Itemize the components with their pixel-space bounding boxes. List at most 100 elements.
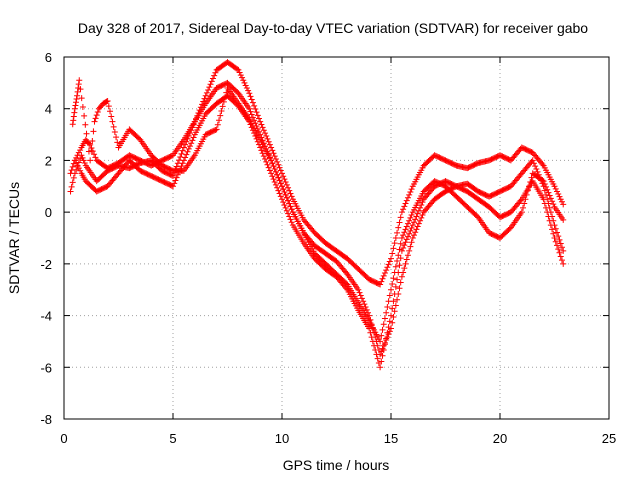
data-point <box>396 262 403 269</box>
data-point <box>286 213 293 220</box>
data-point <box>178 150 185 157</box>
data-point <box>243 85 250 92</box>
data-point <box>406 191 413 198</box>
data-point <box>394 296 401 303</box>
y-tick-label: -2 <box>40 257 52 272</box>
data-point <box>414 223 421 230</box>
data-point <box>549 198 556 205</box>
data-point <box>406 247 413 254</box>
data-point <box>386 258 393 265</box>
data-point <box>276 190 283 197</box>
data-point <box>271 153 278 160</box>
data-point <box>269 160 276 167</box>
data-point <box>285 197 292 204</box>
data-point <box>407 243 414 250</box>
data-point <box>357 292 364 299</box>
data-point <box>71 105 78 112</box>
data-point <box>253 109 260 116</box>
data-point <box>356 289 363 296</box>
data-point <box>361 301 368 308</box>
data-point <box>268 144 275 151</box>
data-point <box>288 193 295 200</box>
data-point <box>530 160 537 167</box>
data-point <box>170 183 176 190</box>
x-axis-label: GPS time / hours <box>283 457 390 473</box>
data-point <box>269 147 276 154</box>
data-point <box>560 260 567 267</box>
data-point <box>385 261 392 268</box>
data-point <box>368 334 375 341</box>
series-track-3 <box>71 92 567 371</box>
data-point <box>402 226 409 233</box>
data-point <box>170 172 176 179</box>
data-point <box>248 111 255 118</box>
data-point <box>91 118 98 125</box>
data-point <box>389 280 396 287</box>
data-point <box>206 84 213 91</box>
data-point <box>173 174 180 181</box>
data-point <box>275 174 282 181</box>
x-tick-label: 25 <box>602 431 616 446</box>
data-point <box>82 121 89 128</box>
data-point <box>86 140 93 147</box>
data-point <box>247 93 254 100</box>
data-point <box>411 232 418 239</box>
data-point <box>184 148 191 155</box>
data-point <box>260 127 267 134</box>
data-point <box>274 158 281 165</box>
data-point <box>286 187 293 194</box>
data-point <box>75 149 82 156</box>
data-point <box>418 214 425 221</box>
data-point <box>287 190 294 197</box>
data-point <box>372 347 379 354</box>
axis-ticks: 0 5 10 15 20 25 -8 -6 -4 -2 0 2 4 6 <box>40 50 616 446</box>
data-point <box>385 298 392 305</box>
data-point <box>383 267 390 274</box>
data-point <box>402 200 409 207</box>
data-point <box>406 217 413 224</box>
data-point <box>526 183 533 190</box>
data-point <box>391 291 398 298</box>
data-point <box>553 229 560 236</box>
data-point <box>533 166 540 173</box>
data-point <box>189 124 196 131</box>
data-point <box>185 133 192 140</box>
data-point <box>553 188 560 195</box>
data-point <box>280 173 287 180</box>
data-point <box>111 128 118 135</box>
data-point <box>378 358 385 365</box>
data-point <box>544 186 551 193</box>
grid <box>64 57 609 419</box>
y-tick-label: 6 <box>45 50 52 65</box>
data-point <box>272 155 279 162</box>
data-point <box>77 147 84 154</box>
data-point <box>179 160 186 167</box>
data-point <box>212 69 219 76</box>
data-point <box>541 200 548 207</box>
data-point <box>279 196 285 203</box>
data-point <box>281 201 288 208</box>
data-point <box>377 364 384 371</box>
data-point <box>281 176 288 183</box>
data-point <box>419 199 426 206</box>
data-point <box>407 189 414 196</box>
data-point <box>398 209 405 216</box>
data-point <box>360 298 367 305</box>
data-point <box>540 178 547 185</box>
data-point <box>377 281 384 288</box>
data-point <box>545 189 552 196</box>
data-point <box>69 179 76 186</box>
data-point <box>179 147 186 154</box>
data-point <box>69 163 76 170</box>
data-point <box>285 210 292 217</box>
data-point <box>70 117 77 124</box>
data-point <box>76 77 83 84</box>
data-point <box>419 212 426 219</box>
data-point <box>74 92 81 99</box>
data-point <box>543 204 550 211</box>
data-point <box>270 163 277 170</box>
data-point <box>550 201 557 208</box>
data-point <box>411 219 418 226</box>
y-tick-label: -8 <box>40 412 52 427</box>
data-point <box>521 200 528 207</box>
